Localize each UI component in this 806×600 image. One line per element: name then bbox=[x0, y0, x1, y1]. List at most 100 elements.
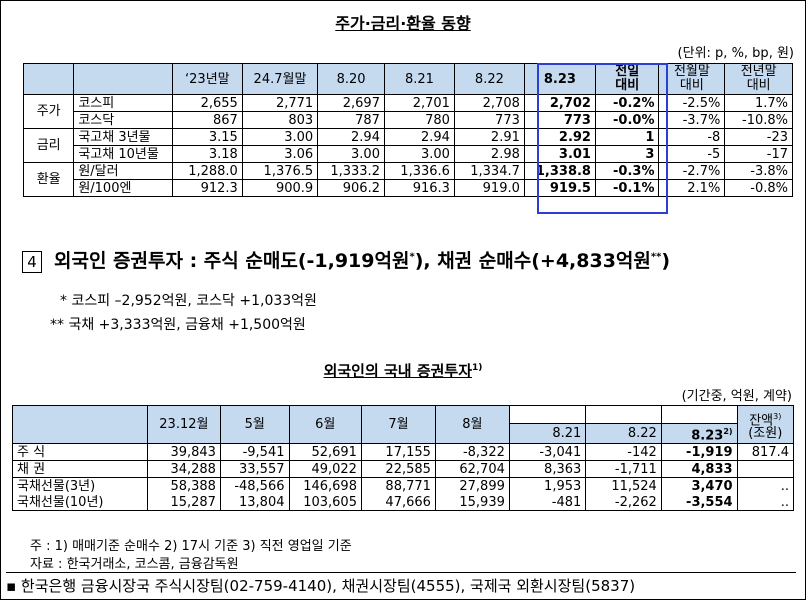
cell: 3 bbox=[594, 145, 660, 163]
cell: 2.94 bbox=[383, 128, 455, 146]
cell: -0.2% bbox=[594, 94, 660, 112]
row-label: 주 식 bbox=[12, 443, 148, 461]
cell: -9,541 bbox=[219, 443, 290, 461]
table-header-row: 8.21 8.22 8.232) bbox=[13, 422, 794, 444]
col-header-current: 8.23 bbox=[523, 63, 596, 95]
col-header: 23.12월 bbox=[146, 404, 221, 444]
cell: 1,288.0 bbox=[171, 162, 243, 180]
table-row: 국채선물(3년) 58,388 -48,566 146,698 88,771 2… bbox=[12, 477, 795, 495]
row-label: 국고채 10년물 bbox=[73, 145, 173, 163]
table-source: 자료 : 한국거래소, 코스콤, 금융감독원 bbox=[30, 557, 239, 572]
cell: 146,698 bbox=[288, 477, 362, 495]
cell: 1,953 bbox=[508, 477, 587, 495]
col-header: 8월 bbox=[434, 404, 510, 444]
cell: 39,843 bbox=[146, 443, 221, 461]
row-label: 원/100엔 bbox=[73, 179, 173, 197]
cell: 62,704 bbox=[434, 460, 510, 478]
cell: -481 bbox=[508, 494, 587, 512]
group-label: 주가 bbox=[22, 94, 75, 129]
table-row: 환율 원/달러 1,288.0 1,376.5 1,333.2 1,336.6 … bbox=[22, 162, 793, 197]
cell: -10.8% bbox=[724, 111, 793, 129]
col-header: 8.20 bbox=[317, 63, 385, 95]
table-row: 주 식 39,843 -9,541 52,691 17,155 -8,322 -… bbox=[12, 443, 795, 461]
cell: .. bbox=[736, 494, 795, 512]
cell: -0.1% bbox=[594, 179, 660, 197]
col-header: 24.7월말 bbox=[241, 63, 319, 95]
cell: -0.8% bbox=[724, 179, 793, 197]
cell: 2,702 bbox=[523, 94, 596, 112]
cell: 1.7% bbox=[724, 94, 793, 112]
header-sup: 2) bbox=[723, 427, 733, 436]
cell: -142 bbox=[585, 443, 662, 461]
row-label: 국고채 3년물 bbox=[73, 128, 173, 146]
cell: -8,322 bbox=[434, 443, 510, 461]
cell: .. bbox=[736, 477, 795, 495]
cell: 4,833 bbox=[660, 460, 738, 478]
cell: 49,022 bbox=[288, 460, 362, 478]
cell: 17,155 bbox=[360, 443, 436, 461]
cell: -2.7% bbox=[658, 162, 726, 180]
cell: 3.18 bbox=[171, 145, 243, 163]
col-header: 8.21 bbox=[383, 63, 455, 95]
cell: 27,899 bbox=[434, 477, 510, 495]
cell: 8,363 bbox=[508, 460, 587, 478]
cell: -0.3% bbox=[594, 162, 660, 180]
group-label: 금리 bbox=[22, 128, 75, 163]
cell: -5 bbox=[658, 145, 726, 163]
cell: -0.0% bbox=[594, 111, 660, 129]
cell: -3.8% bbox=[724, 162, 793, 180]
col-header: 5월 bbox=[219, 404, 290, 444]
cell: 2.98 bbox=[453, 145, 525, 163]
cell: 919.5 bbox=[523, 179, 596, 197]
cell: 1,376.5 bbox=[241, 162, 319, 180]
heading-text: ), 채권 순매수(+4,833억원 bbox=[414, 250, 651, 272]
cell: -1,919 bbox=[660, 443, 738, 461]
cell: -3,041 bbox=[508, 443, 587, 461]
cell: 912.3 bbox=[171, 179, 243, 197]
cell: 1,333.2 bbox=[317, 162, 385, 180]
cell: 1,338.8 bbox=[523, 162, 596, 180]
cell: 3.01 bbox=[523, 145, 596, 163]
table-row: 채 권 34,288 33,557 49,022 22,585 62,704 8… bbox=[12, 460, 795, 478]
header-sup: 3) bbox=[773, 411, 782, 421]
market-trend-title: 주가·금리·환율 동향 bbox=[335, 14, 471, 33]
cell: 2,655 bbox=[171, 94, 243, 112]
table-row: 국고채 10년물 3.18 3.06 3.00 3.00 2.98 3.01 3… bbox=[24, 145, 793, 163]
heading-text: 외국인 증권투자 : 주식 순매도(-1,919억원 bbox=[54, 250, 410, 272]
row-label: 채 권 bbox=[12, 460, 148, 478]
cell: 34,288 bbox=[146, 460, 221, 478]
cell: 3.15 bbox=[171, 128, 243, 146]
cell: -23 bbox=[724, 128, 793, 146]
col-header: 전일 대비 bbox=[594, 63, 660, 95]
foreign-investment-table: 23.12월 5월 6월 7월 8월 잔액3) (조원) 8.21 8.22 8.… bbox=[12, 404, 795, 512]
col-header-current: 8.232) bbox=[660, 422, 738, 444]
cell: 13,804 bbox=[219, 494, 290, 512]
cell: 15,939 bbox=[434, 494, 510, 512]
market-trend-unit: (단위: p, %, bp, 원) bbox=[677, 46, 794, 61]
cell: 103,605 bbox=[288, 494, 362, 512]
balance-unit: (조원) bbox=[748, 425, 783, 441]
cell: 11,524 bbox=[585, 477, 662, 495]
cell: 2,697 bbox=[317, 94, 385, 112]
col-header-balance: 잔액3) (조원) bbox=[736, 404, 795, 444]
cell: 47,666 bbox=[360, 494, 436, 512]
table-row: 주가 코스피 2,655 2,771 2,697 2,701 2,708 2,7… bbox=[22, 94, 793, 129]
table-row: 국채선물(10년) 15,287 13,804 103,605 47,666 1… bbox=[12, 494, 795, 512]
cell: 3.06 bbox=[241, 145, 319, 163]
balance-label: 잔액 bbox=[749, 412, 774, 428]
cell: 3.00 bbox=[241, 128, 319, 146]
heading-sup: * bbox=[409, 251, 415, 263]
cell: 33,557 bbox=[219, 460, 290, 478]
market-trend-table: ‘23년말 24.7월말 8.20 8.21 8.22 8.23 전일 대비 전… bbox=[22, 63, 793, 197]
cell: -17 bbox=[724, 145, 793, 163]
foreign-investment-title: 외국인의 국내 증권투자1) bbox=[323, 362, 483, 380]
table-row: 코스닥 867 803 787 780 773 773 -0.0% -3.7% … bbox=[24, 111, 793, 129]
cell: 2.91 bbox=[453, 128, 525, 146]
cell: 2,708 bbox=[453, 94, 525, 112]
cell: 773 bbox=[523, 111, 596, 129]
section-4-heading: 4 외국인 증권투자 : 주식 순매도(-1,919억원*), 채권 순매수(+4… bbox=[22, 246, 670, 273]
col-header: 8.21 bbox=[508, 422, 587, 444]
foreign-investment-unit: (기간중, 억원, 계약) bbox=[681, 389, 792, 404]
contact-footer: ▪ 한국은행 금융시장국 주식시장팀(02-759-4140), 채권시장팀(4… bbox=[6, 572, 796, 596]
cell: 2.94 bbox=[317, 128, 385, 146]
